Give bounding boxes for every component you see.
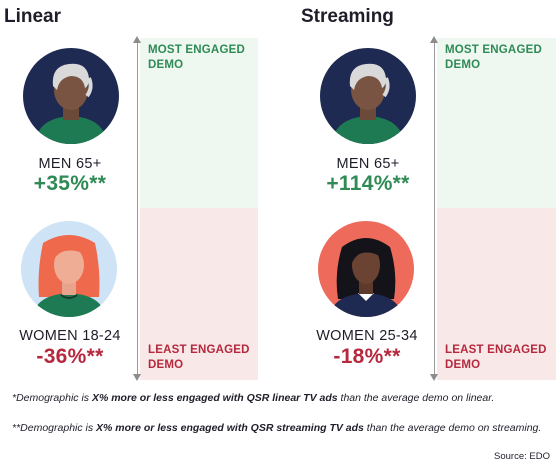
footnote-streaming: **Demographic is X% more or less engaged… xyxy=(12,422,557,435)
linear-top-demo-name: MEN 65+ xyxy=(38,156,102,172)
streaming-most-engaged-label: MOST ENGAGED DEMO xyxy=(445,44,542,71)
streaming-axis-arrow-down-icon xyxy=(430,374,438,381)
linear-most-engaged-label: MOST ENGAGED DEMO xyxy=(148,44,245,71)
man-avatar-icon xyxy=(23,48,119,144)
woman-redhead-avatar-icon xyxy=(21,221,117,317)
streaming-axis-arrow-up-icon xyxy=(430,36,438,43)
streaming-most-engaged-band xyxy=(437,38,556,208)
linear-least-engaged-label: LEAST ENGAGED DEMO xyxy=(148,344,250,371)
linear-bottom-demo-name: WOMEN 18-24 xyxy=(19,328,121,344)
linear-top-demo-value: +35%** xyxy=(33,172,107,195)
footnote-linear-emphasis: X% more or less engaged with QSR linear … xyxy=(91,392,338,404)
man-avatar-icon xyxy=(320,48,416,144)
linear-most-engaged-band xyxy=(140,38,258,208)
linear-axis-arrow-up-icon xyxy=(133,36,141,43)
woman-dark-hair-avatar-icon xyxy=(318,221,414,317)
streaming-axis-line xyxy=(434,42,435,376)
footnote-linear-prefix: *Demographic is xyxy=(12,392,92,404)
streaming-top-demo-name: MEN 65+ xyxy=(336,156,400,172)
linear-least-engaged-band xyxy=(140,208,258,380)
linear-bottom-demo-value: -36%** xyxy=(36,345,104,368)
footnote-streaming-emphasis: X% more or less engaged with QSR streami… xyxy=(96,422,364,434)
streaming-panel-title: Streaming xyxy=(301,6,394,27)
streaming-top-demo-value: +114%** xyxy=(326,172,410,195)
linear-panel-title: Linear xyxy=(4,6,62,27)
streaming-least-engaged-label: LEAST ENGAGED DEMO xyxy=(445,344,547,371)
footnote-streaming-prefix: **Demographic is xyxy=(12,422,97,434)
streaming-least-engaged-band xyxy=(437,208,556,380)
footnote-linear: *Demographic is X% more or less engaged … xyxy=(12,392,557,405)
linear-axis-line xyxy=(137,42,138,376)
footnote-streaming-suffix: than the average demo on streaming. xyxy=(363,422,542,434)
source-credit: Source: EDO xyxy=(494,451,550,462)
linear-axis-arrow-down-icon xyxy=(133,374,141,381)
streaming-bottom-demo-name: WOMEN 25-34 xyxy=(316,328,418,344)
footnote-linear-suffix: than the average demo on linear. xyxy=(337,392,495,404)
streaming-bottom-demo-value: -18%** xyxy=(333,345,401,368)
